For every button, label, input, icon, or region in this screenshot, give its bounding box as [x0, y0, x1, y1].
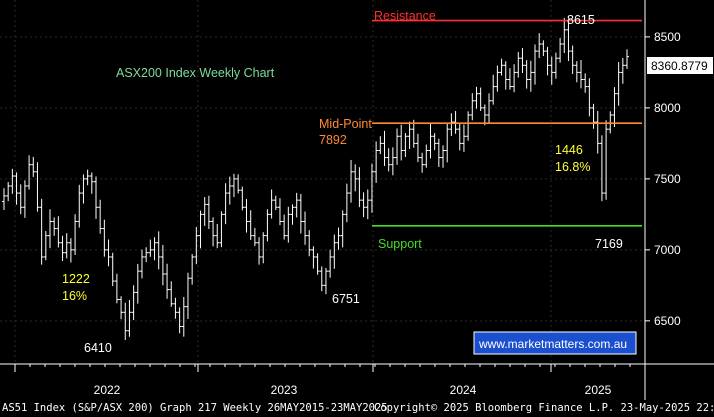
- y-tick-label: 8000: [654, 101, 681, 115]
- low-2023-annotation: 6751: [332, 292, 360, 306]
- chart-title: ASX200 Index Weekly Chart: [116, 66, 275, 80]
- resistance-label: Resistance: [374, 9, 436, 23]
- y-tick-label: 7500: [654, 172, 681, 186]
- footer-bar: AS51 Index (S&P/ASX 200) Graph 217 Weekl…: [0, 400, 714, 417]
- x-tick-label: 2022: [94, 383, 121, 397]
- y-tick-label: 6500: [654, 314, 681, 328]
- watermark-text: www.marketmatters.com.au: [478, 337, 627, 351]
- support-label: Support: [378, 237, 422, 251]
- x-tick-label: 2025: [585, 383, 612, 397]
- x-tick-label: 2024: [450, 383, 477, 397]
- axes: 6500 7000 7500 8000 8500 2022 2023 2024 2025: [0, 0, 714, 400]
- watermark: www.marketmatters.com.au: [473, 331, 637, 355]
- price-marker: 8360.8779: [647, 57, 713, 74]
- high-annotation: 8615: [567, 13, 595, 27]
- watermark-box: [473, 331, 637, 355]
- drop-2025-points: 1446: [555, 143, 583, 157]
- low-2025-annotation: 7169: [595, 237, 623, 251]
- x-tick-label: 2023: [271, 383, 298, 397]
- y-tick-label: 7000: [654, 243, 681, 257]
- footer-left-text: AS51 Index (S&P/ASX 200) Graph 217 Weekl…: [2, 402, 388, 414]
- drop-2025-pct: 16.8%: [555, 160, 590, 174]
- price-marker-box: [647, 57, 713, 74]
- price-bars: [2, 17, 629, 341]
- low-2022-annotation: 6410: [84, 341, 112, 355]
- grid-lines: [0, 0, 645, 362]
- annotations: ASX200 Index Weekly Chart Resistance Mid…: [62, 9, 623, 355]
- midpoint-label: Mid-Point: [319, 117, 372, 131]
- price-marker-value: 8360.8779: [651, 59, 708, 73]
- rally-2022-points: 1222: [62, 272, 90, 286]
- midpoint-value-label: 7892: [319, 133, 347, 147]
- rally-2022-pct: 16%: [62, 289, 87, 303]
- footer-right-text: Copyright© 2025 Bloomberg Finance L.P. 2…: [374, 402, 714, 414]
- y-tick-label: 8500: [654, 30, 681, 44]
- level-lines: [372, 19, 642, 227]
